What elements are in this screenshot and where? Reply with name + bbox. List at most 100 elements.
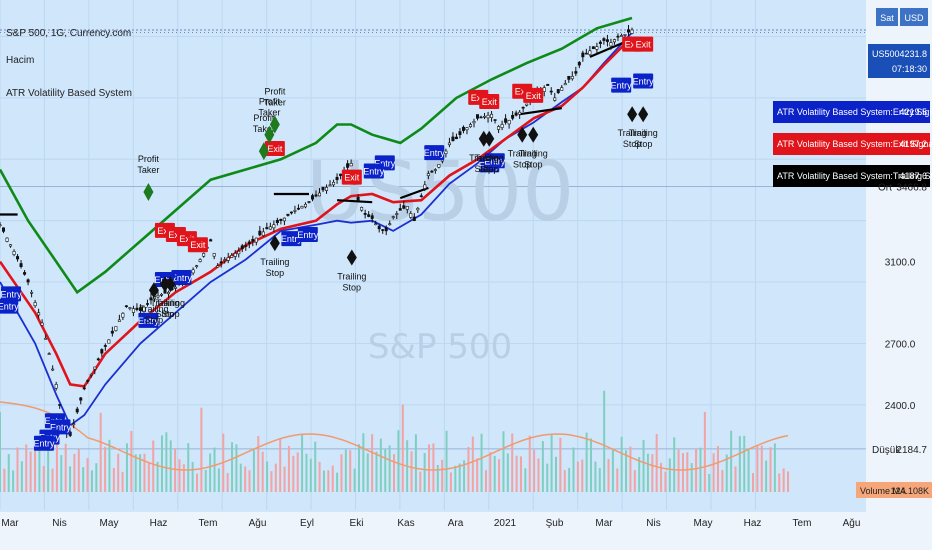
time-tick[interactable]: Mar — [595, 518, 613, 529]
volume-bar — [747, 448, 750, 492]
entry-badge[interactable]: Entry — [0, 298, 19, 314]
price-tick[interactable]: 3100.0 — [885, 258, 916, 269]
candle-body — [377, 225, 381, 230]
entry-badge[interactable]: Entry — [424, 145, 446, 161]
entry-badge[interactable]: Entry — [484, 153, 506, 169]
volume-bar — [730, 430, 733, 492]
time-tick[interactable]: Mar — [1, 518, 19, 529]
price-tick[interactable]: 2700.0 — [885, 339, 916, 350]
exit-badge[interactable]: Exit — [341, 169, 362, 185]
volume-bar — [677, 449, 680, 492]
time-tick[interactable]: May — [694, 518, 713, 529]
time-tick[interactable]: Tem — [199, 518, 218, 529]
profit-taker-diamond[interactable] — [258, 142, 269, 161]
volume-bar — [174, 449, 177, 492]
legend-badge[interactable]: ATR Volatility Based System:Trailing Sto… — [773, 165, 932, 187]
legend-badge[interactable]: ATR Volatility Based System:Exit Signal4… — [773, 133, 932, 155]
profit-taker-diamond[interactable] — [264, 125, 275, 144]
volume-bar — [441, 459, 444, 492]
price-badge[interactable]: US500 4231.8 07:18:30 — [868, 44, 930, 78]
volume-bar — [594, 461, 597, 492]
legend-badge-value: 4187.6 — [899, 171, 927, 181]
entry-badge[interactable]: Entry — [0, 286, 22, 302]
signal-markers[interactable]: EntryEntryEntryEntryEntryEntryEntryEntry… — [0, 36, 658, 451]
volume-bar — [511, 433, 514, 492]
trailing-stop-diamond[interactable] — [627, 106, 638, 123]
time-tick[interactable]: Eyl — [300, 518, 314, 529]
profit-taker-diamond[interactable] — [269, 115, 280, 134]
candle-body — [103, 345, 107, 347]
sell-badge[interactable] — [876, 8, 898, 26]
trailing-stop-diamond[interactable] — [159, 276, 170, 293]
candle-body — [219, 261, 223, 264]
time-tick[interactable]: Tem — [793, 518, 812, 529]
entry-badge[interactable]: Entry — [297, 226, 319, 242]
trailing-stop-diamond[interactable] — [517, 126, 528, 143]
price-tick[interactable]: 2400.0 — [885, 401, 916, 412]
candle-body — [149, 297, 153, 301]
exit-badge[interactable]: Exit — [633, 36, 654, 52]
time-tick[interactable]: Ağu — [249, 518, 267, 529]
candle-body — [240, 245, 244, 250]
time-tick[interactable]: Nis — [646, 518, 660, 529]
indicator-label[interactable]: ATR Volatility Based System — [6, 88, 132, 99]
time-tick[interactable]: Kas — [397, 518, 414, 529]
candle-body — [497, 126, 501, 130]
volume-bar — [331, 465, 334, 492]
entry-badge[interactable]: Entry — [363, 163, 385, 179]
trailing-stop-diamond[interactable] — [638, 106, 649, 123]
candle-body — [328, 184, 332, 187]
volume-bar — [528, 435, 531, 492]
exit-badge[interactable]: Exit — [523, 87, 544, 103]
currency-badge[interactable] — [900, 8, 928, 26]
time-tick[interactable]: 2021 — [494, 518, 517, 529]
entry-badge[interactable]: Entry — [281, 231, 303, 247]
entry-badge[interactable]: Entry — [33, 435, 55, 451]
time-tick[interactable]: Ağu — [843, 518, 861, 529]
trailing-stop-diamond[interactable] — [165, 276, 176, 293]
average-badge[interactable]: Ort 3466.8 — [878, 183, 927, 194]
trailing-stop-diamond[interactable] — [478, 130, 489, 147]
symbol-title[interactable]: S&P 500, 1G, Currency.com — [6, 28, 131, 39]
legend-badge[interactable]: ATR Volatility Based System:Entry Signal… — [773, 101, 932, 123]
trailing-stop-diamond[interactable] — [484, 130, 495, 147]
trailing-stop-diamond[interactable] — [148, 282, 159, 299]
entry-badge[interactable]: Entry — [633, 73, 655, 89]
entry-badge[interactable]: Entry — [611, 77, 633, 93]
time-tick[interactable]: Haz — [150, 518, 168, 529]
volume-bar — [178, 459, 181, 492]
time-axis[interactable]: Mar Nis May Haz Tem Ağu Eyl Eki Kas Ara 2021 Şub Mar… — [0, 512, 932, 550]
candle-body — [332, 181, 336, 186]
volume-bar — [196, 473, 199, 492]
time-tick[interactable]: Ara — [448, 518, 464, 529]
trailing-stop-diamond[interactable] — [528, 126, 539, 143]
exit-badge[interactable]: Exit — [479, 93, 500, 109]
trailing-stop-text: Trailing — [475, 153, 504, 163]
volume-bar — [182, 464, 185, 492]
entry-badge[interactable]: Entry — [138, 312, 160, 328]
entry-badge-box — [0, 298, 19, 314]
price-axis[interactable]: 3100.0 2700.0 2400.0 Sat USD US500 4231.8 07:18… — [773, 0, 932, 520]
time-tick[interactable]: Nis — [52, 518, 66, 529]
trailing-stop-diamond[interactable] — [346, 249, 357, 266]
candle-body — [325, 187, 329, 191]
entry-badge[interactable]: Entry — [171, 269, 193, 285]
volume-bar — [646, 453, 649, 492]
trailing-stop-diamond[interactable] — [269, 235, 280, 252]
time-tick[interactable]: Şub — [546, 518, 564, 529]
exit-badge[interactable]: Exit — [187, 237, 208, 253]
price-badge-symbol: US500 — [872, 49, 900, 59]
time-tick[interactable]: Haz — [744, 518, 762, 529]
top-badges[interactable]: Sat USD — [876, 8, 928, 26]
volume-label[interactable]: Hacim — [6, 55, 34, 66]
entry-badge-label: Entry — [171, 273, 193, 283]
trailing-stop-text: Trailing — [150, 298, 179, 308]
watermark-name: S&P 500 — [368, 327, 512, 367]
time-tick[interactable]: May — [100, 518, 119, 529]
profit-taker-diamond[interactable] — [143, 183, 154, 201]
exit-badge[interactable]: Exit — [264, 141, 285, 157]
time-tick[interactable]: Eki — [350, 518, 364, 529]
